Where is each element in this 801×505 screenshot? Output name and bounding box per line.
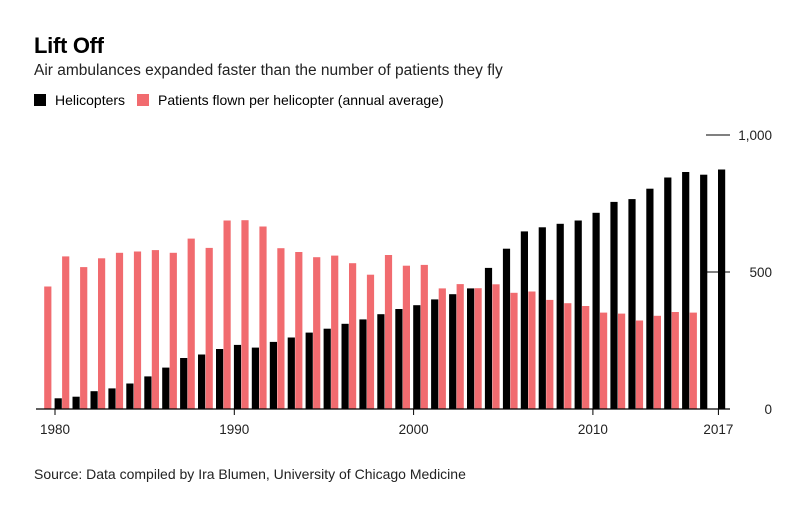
legend-swatch-patients xyxy=(137,94,150,106)
bar-helicopters-1982 xyxy=(90,391,98,409)
source-note: Source: Data compiled by Ira Blumen, Uni… xyxy=(34,466,466,482)
bar-patients-1982 xyxy=(80,267,88,409)
x-tick-label: 1990 xyxy=(219,422,249,437)
bar-helicopters-1986 xyxy=(162,367,170,409)
bar-helicopters-2000 xyxy=(413,305,421,409)
legend-label-patients: Patients flown per helicopter (annual av… xyxy=(158,92,444,108)
bar-patients-2002 xyxy=(438,288,446,409)
bar-patients-2013 xyxy=(635,320,644,409)
bar-patients-1990 xyxy=(223,220,231,409)
bar-helicopters-2006 xyxy=(520,231,528,409)
bar-patients-2007 xyxy=(528,291,536,409)
bar-patients-2009 xyxy=(564,303,572,409)
chart-title: Lift Off xyxy=(34,33,104,58)
bar-helicopters-2015 xyxy=(682,172,690,409)
bar-patients-2003 xyxy=(456,284,464,409)
bar-helicopters-2009 xyxy=(574,220,582,409)
bar-patients-1980 xyxy=(44,286,52,409)
bar-patients-1986 xyxy=(151,250,159,409)
bar-helicopters-1984 xyxy=(126,383,134,409)
bar-patients-2014 xyxy=(653,315,661,409)
bar-patients-2001 xyxy=(420,264,428,409)
legend-swatch-helicopters xyxy=(34,94,46,106)
bar-helicopters-2001 xyxy=(431,299,439,409)
bar-patients-2010 xyxy=(582,306,590,409)
bar-helicopters-2002 xyxy=(449,294,457,409)
bar-helicopters-1985 xyxy=(144,376,152,409)
bar-helicopters-2011 xyxy=(610,201,618,409)
legend-item-patients: Patients flown per helicopter (annual av… xyxy=(137,92,444,108)
bar-patients-1981 xyxy=(62,256,70,409)
bar-helicopters-1983 xyxy=(108,388,116,409)
legend-item-helicopters: Helicopters xyxy=(34,92,125,108)
bar-helicopters-1992 xyxy=(269,341,277,409)
x-tick-label: 2017 xyxy=(703,422,733,437)
bar-helicopters-2014 xyxy=(664,177,672,409)
bar-patients-2005 xyxy=(492,284,500,409)
bar-helicopters-1997 xyxy=(359,319,367,409)
bar-patients-1994 xyxy=(295,252,303,409)
bar-patients-1998 xyxy=(366,274,375,409)
x-tick-label: 1980 xyxy=(40,422,70,437)
bar-helicopters-1994 xyxy=(305,332,313,409)
bar-patients-1989 xyxy=(205,247,213,409)
legend: Helicopters Patients flown per helicopte… xyxy=(34,92,456,108)
bar-helicopters-2013 xyxy=(646,188,654,409)
bar-patients-1997 xyxy=(349,263,357,409)
bar-patients-1991 xyxy=(241,220,249,409)
x-tick-label: 2000 xyxy=(399,422,429,437)
bar-patients-2008 xyxy=(546,299,554,409)
bar-helicopters-1981 xyxy=(72,396,80,409)
bar-patients-1985 xyxy=(133,251,142,409)
bar-helicopters-2016 xyxy=(700,174,708,409)
bar-patients-2015 xyxy=(671,312,679,409)
bar-patients-1987 xyxy=(169,252,177,409)
bar-helicopters-1995 xyxy=(323,328,331,409)
y-tick-label: 1,000 xyxy=(738,128,772,143)
bar-helicopters-1989 xyxy=(216,349,224,409)
bar-helicopters-2007 xyxy=(538,227,546,409)
bar-helicopters-2008 xyxy=(556,223,564,409)
bar-helicopters-2003 xyxy=(467,288,475,409)
bar-patients-1995 xyxy=(313,257,321,409)
bar-patients-1996 xyxy=(331,255,339,409)
bar-patients-2016 xyxy=(689,312,697,409)
bar-helicopters-2012 xyxy=(628,199,636,409)
bar-patients-2006 xyxy=(510,292,518,409)
bar-patients-1984 xyxy=(115,252,124,409)
legend-label-helicopters: Helicopters xyxy=(55,92,126,108)
bar-patients-1992 xyxy=(259,226,267,409)
bar-helicopters-2017 xyxy=(718,169,726,409)
bar-helicopters-1998 xyxy=(377,314,385,409)
bar-helicopters-1990 xyxy=(233,344,242,409)
bar-helicopters-1996 xyxy=(341,323,349,409)
bar-patients-1999 xyxy=(384,255,393,409)
bar-helicopters-1993 xyxy=(287,337,295,409)
bar-helicopters-1988 xyxy=(198,354,206,409)
y-tick-label: 0 xyxy=(764,402,772,417)
bar-helicopters-2004 xyxy=(484,267,493,409)
bar-patients-2012 xyxy=(618,313,626,409)
bar-patients-1993 xyxy=(277,248,285,409)
y-tick-label: 500 xyxy=(749,265,772,280)
bar-helicopters-2010 xyxy=(592,212,600,409)
bar-helicopters-1991 xyxy=(251,347,259,409)
chart-subtitle: Air ambulances expanded faster than the … xyxy=(34,62,503,79)
bar-patients-2011 xyxy=(600,312,608,409)
bar-patients-1983 xyxy=(98,258,106,409)
bar-patients-2000 xyxy=(402,265,410,409)
bar-patients-2004 xyxy=(474,288,482,409)
bar-helicopters-1980 xyxy=(54,398,62,409)
x-tick-label: 2010 xyxy=(578,422,608,437)
bar-helicopters-2005 xyxy=(502,248,511,409)
bar-helicopters-1987 xyxy=(180,358,188,409)
bar-helicopters-1999 xyxy=(395,309,403,409)
bar-patients-1988 xyxy=(187,238,195,409)
